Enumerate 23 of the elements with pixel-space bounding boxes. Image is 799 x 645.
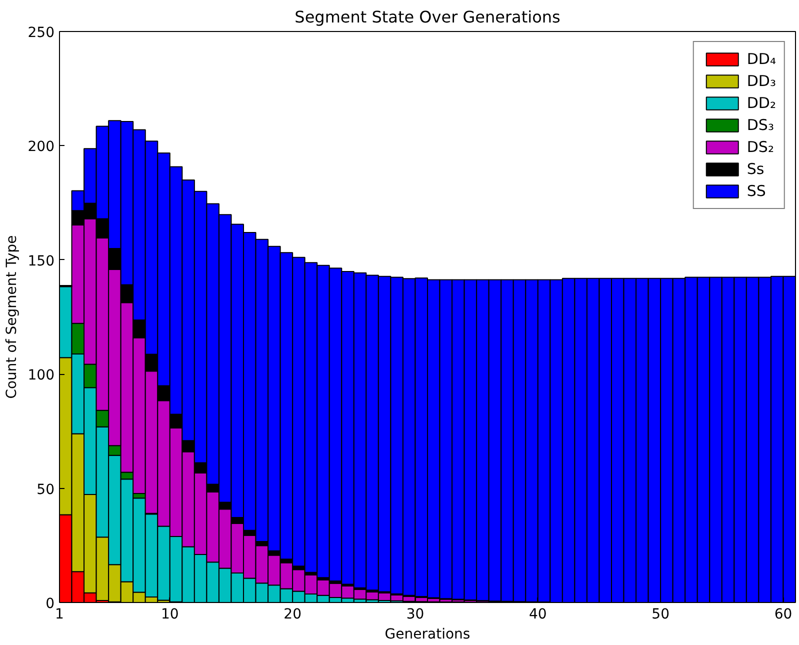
chart-title: Segment State Over Generations bbox=[294, 8, 560, 26]
legend-label: DS₃ bbox=[746, 116, 774, 134]
x-tick-label: 50 bbox=[652, 606, 670, 622]
legend-label: DD₄ bbox=[746, 50, 776, 68]
x-tick-label: 10 bbox=[160, 606, 179, 622]
x-tick-label: 40 bbox=[528, 606, 547, 622]
y-tick-label: 0 bbox=[46, 596, 55, 612]
legend-label: DD₂ bbox=[746, 94, 776, 112]
x-tick-label: 1 bbox=[55, 606, 64, 622]
x-tick-label: 60 bbox=[774, 606, 792, 622]
y-tick-label: 250 bbox=[28, 25, 55, 41]
y-tick-label: 100 bbox=[28, 368, 55, 384]
y-tick-label: 200 bbox=[28, 139, 55, 156]
legend-label: DD₃ bbox=[746, 72, 776, 90]
legend-label: SS bbox=[746, 182, 767, 200]
y-tick-label: 50 bbox=[36, 482, 55, 498]
x-tick-label: 30 bbox=[406, 606, 424, 622]
y-axis-title: Count of Segment Type bbox=[4, 235, 20, 399]
legend-label: DS₂ bbox=[746, 138, 774, 156]
x-tick-label: 20 bbox=[284, 606, 302, 622]
x-axis-title: Generations bbox=[384, 626, 470, 642]
y-tick-label: 150 bbox=[28, 253, 55, 270]
legend-label: Ss bbox=[746, 160, 766, 178]
